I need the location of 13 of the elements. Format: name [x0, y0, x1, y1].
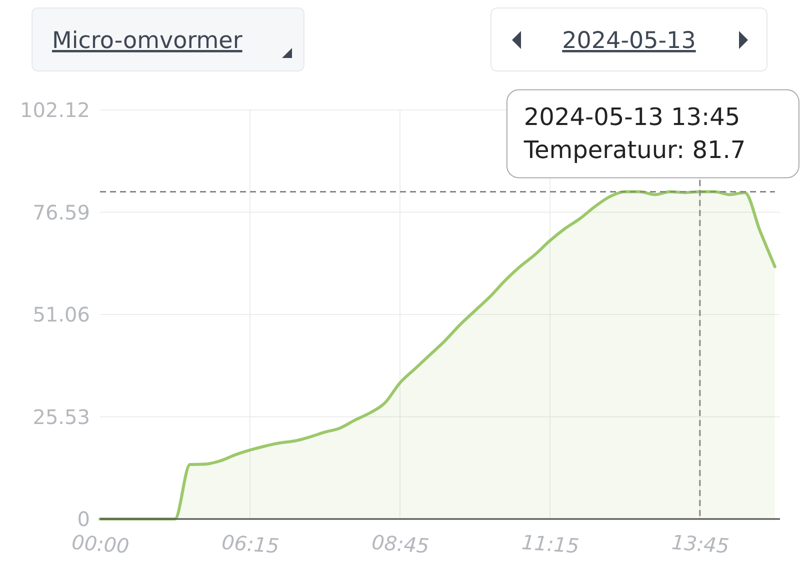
- x-tick-label: 00:00: [70, 530, 130, 558]
- y-tick-label: 51.06: [32, 302, 90, 326]
- x-tick-label: 11:15: [520, 530, 580, 558]
- y-tick-label: 76.59: [32, 200, 90, 224]
- y-tick-label: 102.12: [20, 98, 90, 122]
- text: 2024-05-13: [562, 28, 696, 54]
- x-tick-label: 06:15: [220, 530, 280, 558]
- x-tick-label: 08:45: [370, 530, 430, 558]
- y-tick-label: 0: [77, 507, 90, 531]
- y-tick-label: 25.53: [32, 404, 90, 429]
- x-tick-label: 13:45: [670, 530, 730, 558]
- annotation: 2024-05-13 13:45 Temperatuur: 81.7: [522, 102, 746, 164]
- text: Micro-omvormer: [52, 28, 243, 54]
